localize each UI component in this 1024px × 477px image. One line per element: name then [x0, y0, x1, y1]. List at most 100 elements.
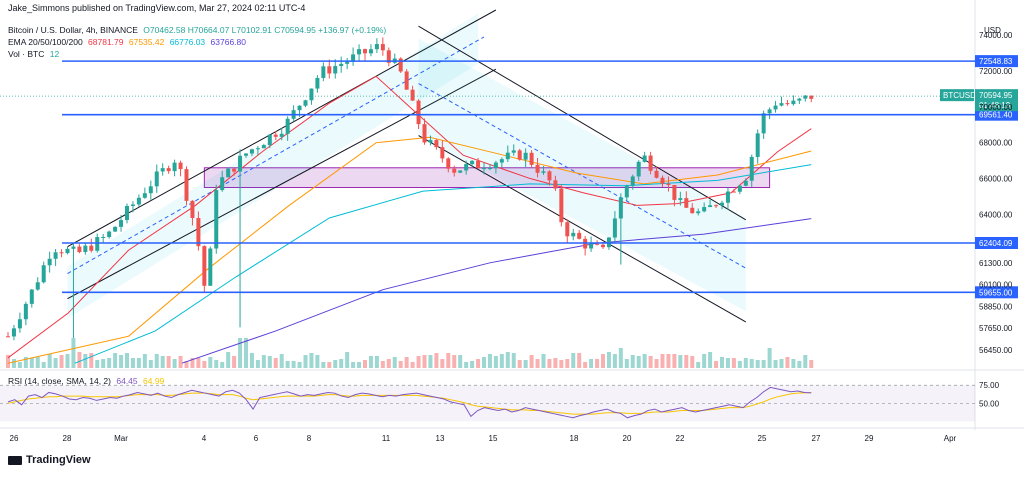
descending-channel-lower[interactable]	[418, 135, 747, 323]
candle-body[interactable]	[11, 328, 16, 337]
candle-body[interactable]	[725, 191, 730, 203]
candle-body[interactable]	[803, 95, 808, 99]
candle-body[interactable]	[154, 171, 159, 187]
candle-body[interactable]	[166, 168, 171, 172]
candle-body[interactable]	[642, 155, 647, 162]
candle-body[interactable]	[720, 202, 724, 206]
ema20-line[interactable]	[7, 75, 812, 359]
candle-body[interactable]	[273, 134, 278, 137]
candle-body[interactable]	[428, 140, 433, 143]
candle-body[interactable]	[148, 186, 153, 194]
candle-body[interactable]	[708, 205, 713, 208]
candle-body[interactable]	[214, 190, 219, 249]
candle-body[interactable]	[267, 134, 272, 146]
candle-body[interactable]	[357, 49, 362, 55]
candle-body[interactable]	[35, 282, 40, 290]
candle-body[interactable]	[380, 44, 385, 51]
ascending-channel-lower[interactable]	[67, 68, 497, 300]
candle-body[interactable]	[279, 133, 284, 137]
candle-body[interactable]	[809, 95, 814, 99]
candle-body[interactable]	[89, 245, 94, 251]
currency-label[interactable]: USD	[984, 26, 1001, 35]
candle-body[interactable]	[47, 258, 52, 266]
candle-body[interactable]	[773, 105, 778, 110]
candle-body[interactable]	[452, 168, 457, 173]
candle-body[interactable]	[172, 162, 177, 172]
candle-body[interactable]	[83, 245, 88, 253]
candle-body[interactable]	[345, 61, 350, 64]
candle-body[interactable]	[470, 160, 475, 165]
candle-body[interactable]	[666, 183, 671, 186]
candle-body[interactable]	[249, 149, 254, 154]
candle-body[interactable]	[95, 237, 100, 251]
candle-body[interactable]	[6, 336, 10, 338]
ascending-channel-mid[interactable]	[67, 36, 485, 274]
candle-body[interactable]	[178, 162, 183, 170]
candle-body[interactable]	[71, 246, 76, 249]
candle-body[interactable]	[731, 191, 736, 193]
candle-body[interactable]	[196, 218, 201, 247]
candle-body[interactable]	[261, 145, 266, 149]
candle-body[interactable]	[601, 244, 605, 248]
candle-body[interactable]	[339, 63, 344, 67]
candle-body[interactable]	[535, 164, 540, 173]
candle-body[interactable]	[737, 185, 742, 192]
candle-body[interactable]	[517, 150, 522, 160]
candle-body[interactable]	[511, 150, 516, 153]
candle-body[interactable]	[160, 168, 165, 172]
candle-body[interactable]	[458, 170, 463, 173]
candle-body[interactable]	[368, 49, 373, 54]
candle-body[interactable]	[476, 160, 481, 169]
descending-channel-upper[interactable]	[418, 25, 747, 221]
candle-body[interactable]	[505, 152, 510, 160]
candle-body[interactable]	[761, 113, 766, 134]
candle-body[interactable]	[416, 100, 421, 125]
candle-body[interactable]	[571, 232, 576, 237]
candle-body[interactable]	[41, 265, 46, 283]
candle-body[interactable]	[238, 155, 243, 172]
candle-body[interactable]	[487, 168, 492, 170]
candle-body[interactable]	[529, 152, 534, 165]
candle-body[interactable]	[130, 204, 135, 206]
candle-body[interactable]	[59, 252, 64, 254]
candle-body[interactable]	[65, 248, 70, 254]
candle-body[interactable]	[220, 177, 225, 191]
candle-body[interactable]	[136, 197, 141, 205]
candle-body[interactable]	[309, 88, 314, 101]
candle-body[interactable]	[327, 66, 332, 74]
candle-body[interactable]	[190, 200, 195, 219]
candle-body[interactable]	[553, 180, 558, 189]
candle-body[interactable]	[779, 103, 784, 106]
candle-body[interactable]	[624, 185, 629, 198]
candle-body[interactable]	[446, 158, 451, 169]
candle-body[interactable]	[618, 197, 623, 219]
rsi-line[interactable]	[7, 386, 812, 419]
candle-body[interactable]	[636, 161, 641, 177]
candle-body[interactable]	[410, 89, 415, 101]
candle-body[interactable]	[77, 246, 82, 253]
candle-body[interactable]	[785, 103, 790, 105]
candle-body[interactable]	[125, 205, 129, 221]
candle-body[interactable]	[333, 66, 338, 74]
candle-body[interactable]	[17, 319, 22, 329]
candle-body[interactable]	[589, 243, 594, 249]
candle-body[interactable]	[244, 153, 248, 156]
candle-body[interactable]	[53, 252, 58, 259]
candle-body[interactable]	[321, 66, 326, 78]
candle-body[interactable]	[422, 124, 427, 143]
candle-body[interactable]	[672, 185, 677, 200]
candle-body[interactable]	[363, 49, 367, 54]
rsi-sma-line[interactable]	[7, 391, 812, 415]
candle-body[interactable]	[226, 168, 231, 178]
candle-body[interactable]	[559, 188, 564, 223]
supply-zone[interactable]	[203, 167, 771, 188]
candle-body[interactable]	[743, 180, 748, 186]
symbol-title[interactable]: Bitcoin / U.S. Dollar, 4h, BINANCE	[8, 25, 138, 35]
ema-label[interactable]: EMA 20/50/100/200	[8, 37, 83, 47]
candle-body[interactable]	[630, 176, 635, 186]
candle-body[interactable]	[297, 105, 302, 111]
candle-body[interactable]	[23, 303, 28, 320]
candle-body[interactable]	[351, 54, 356, 62]
candle-body[interactable]	[285, 118, 290, 134]
candle-body[interactable]	[29, 289, 34, 304]
